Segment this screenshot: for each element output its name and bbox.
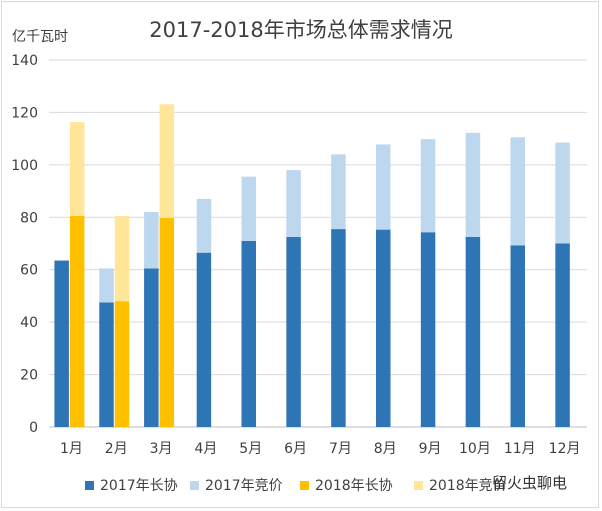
- x-tick-label: 10月: [459, 441, 491, 457]
- legend-label: 2017年竞价: [205, 477, 283, 494]
- x-tick-label: 1月: [60, 441, 83, 457]
- y-tick-label: 120: [11, 105, 38, 121]
- gridlines: [49, 59, 587, 428]
- y-tick-label: 140: [11, 53, 38, 69]
- legend-swatch-2017年长协: [85, 481, 94, 490]
- bar-2017年长协-11月: [510, 245, 525, 427]
- bar-2017年长协-7月: [331, 229, 346, 427]
- bar-2017年竞价-3月: [144, 212, 159, 269]
- x-tick-label: 11月: [504, 441, 536, 457]
- legend: 2017年长协 2017年竞价 2018年长协 2018年竞价: [85, 477, 507, 494]
- bar-2017年长协-6月: [286, 236, 301, 427]
- bar-2017年竞价-10月: [465, 132, 481, 237]
- bar-2017年竞价-7月: [331, 154, 346, 230]
- x-tick-label: 5月: [239, 441, 262, 457]
- bar-2017年竞价-12月: [555, 142, 570, 244]
- y-tick-label: 100: [11, 158, 38, 174]
- x-tick-label: 6月: [284, 441, 307, 457]
- bar-2017年长协-12月: [555, 243, 570, 427]
- bar-2017年长协-4月: [196, 252, 212, 427]
- watermark: 留火虫聊电: [492, 474, 568, 492]
- y-tick-label: 0: [29, 420, 38, 436]
- bar-2017年长协-5月: [241, 240, 256, 427]
- bar-2018年长协-1月: [69, 215, 85, 427]
- x-tick-label: 12月: [549, 441, 581, 457]
- bar-2017年竞价-5月: [241, 176, 256, 241]
- bar-2017年竞价-11月: [510, 137, 525, 246]
- y-axis-unit-label: 亿千瓦时: [12, 29, 68, 45]
- bar-2017年长协-10月: [465, 236, 481, 427]
- chart-title: 2017-2018年市场总体需求情况: [149, 18, 453, 42]
- y-tick-label: 60: [20, 263, 38, 279]
- bar-2018年长协-2月: [114, 301, 130, 427]
- x-tick-label: 8月: [374, 441, 397, 457]
- bar-2017年长协-3月: [144, 268, 159, 427]
- bar-2018年竞价-1月: [69, 122, 85, 216]
- legend-label: 2017年长协: [100, 478, 178, 494]
- legend-swatch-2017年竞价: [190, 481, 199, 490]
- legend-label: 2018年竞价: [429, 477, 507, 494]
- bar-2018年长协-3月: [159, 217, 175, 427]
- bar-2017年竞价-4月: [196, 198, 212, 253]
- legend-swatch-2018年竞价: [414, 481, 423, 490]
- y-axis-ticks: 0 20 40 60 80 100 120 140: [11, 53, 38, 436]
- bar-2017年竞价-2月: [99, 268, 114, 303]
- y-tick-label: 80: [20, 210, 38, 226]
- bar-2017年竞价-8月: [376, 144, 391, 230]
- bars: [54, 104, 570, 427]
- x-tick-label: 4月: [194, 441, 217, 457]
- bar-2017年长协-2月: [99, 302, 114, 427]
- bar-2017年竞价-9月: [420, 139, 436, 233]
- bar-2017年竞价-6月: [286, 170, 301, 237]
- bar-2017年长协-8月: [376, 229, 391, 427]
- x-tick-label: 2月: [105, 441, 128, 457]
- x-tick-label: 3月: [150, 441, 173, 457]
- x-tick-label: 7月: [329, 441, 352, 457]
- bar-2017年长协-9月: [420, 232, 436, 427]
- bar-2018年竞价-2月: [114, 215, 130, 302]
- bar-2017年长协-1月: [54, 260, 69, 427]
- x-tick-label: 9月: [419, 441, 442, 457]
- y-tick-label: 40: [20, 315, 38, 331]
- x-axis-ticks: 1月 2月 3月 4月 5月 6月 7月 8月 9月 10月 11月 12月: [60, 441, 581, 457]
- y-tick-label: 20: [20, 368, 38, 384]
- legend-label: 2018年长协: [315, 478, 393, 494]
- legend-swatch-2018年长协: [300, 481, 309, 490]
- bar-2018年竞价-3月: [159, 104, 175, 218]
